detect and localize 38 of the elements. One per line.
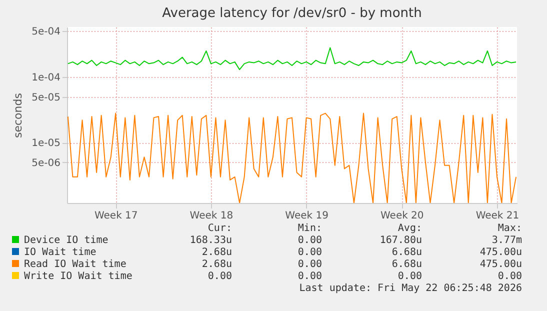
text: 475.00u — [478, 247, 522, 258]
text: 0.00 — [296, 259, 322, 270]
text: 6.68u — [390, 259, 422, 270]
text: 2.68u — [200, 259, 232, 270]
y-tick-label: 5e-04 — [32, 26, 60, 38]
legend-label: IO Wait time — [23, 247, 98, 258]
text: 3.77m — [490, 235, 522, 246]
text: 0.00 — [496, 271, 522, 282]
y-axis-title: seconds — [12, 92, 25, 138]
text: 167.80u — [378, 235, 422, 246]
text: 0.00 — [296, 247, 322, 258]
text: 168.33u — [188, 235, 232, 246]
legend-label: Write IO Wait time — [23, 271, 134, 282]
x-tick-label: Week 19 — [285, 210, 328, 222]
chart-title: Average latency for /dev/sr0 - by month — [162, 6, 422, 22]
y-tick-label: 1e-05 — [32, 138, 60, 150]
line-series — [67, 47, 517, 70]
y-tick-label: 1e-04 — [32, 72, 60, 84]
y-tick-label: 5e-05 — [32, 92, 60, 104]
text: 0.00 — [296, 235, 322, 246]
text: 0.00 — [296, 271, 322, 282]
legend-label: Read IO Wait time — [23, 259, 128, 270]
text: Min: — [296, 223, 322, 234]
text: 6.68u — [390, 247, 422, 258]
text: Cur: — [206, 223, 232, 234]
text: 0.00 — [396, 271, 422, 282]
text: Avg: — [396, 223, 422, 234]
y-tick-label: 5e-06 — [32, 158, 60, 169]
legend-label: Device IO time — [23, 235, 110, 246]
x-tick-label: Week 21 — [476, 210, 520, 222]
text: Last update: Fri May 22 06:25:48 2026 — [298, 283, 522, 294]
x-tick-label: Week 20 — [380, 210, 424, 222]
text: 475.00u — [478, 259, 522, 270]
text: 0.00 — [206, 271, 232, 282]
text: Max: — [496, 223, 522, 234]
x-tick-label: Week 18 — [190, 210, 234, 222]
text: 2.68u — [200, 247, 232, 258]
x-tick-label: Week 17 — [94, 210, 138, 222]
